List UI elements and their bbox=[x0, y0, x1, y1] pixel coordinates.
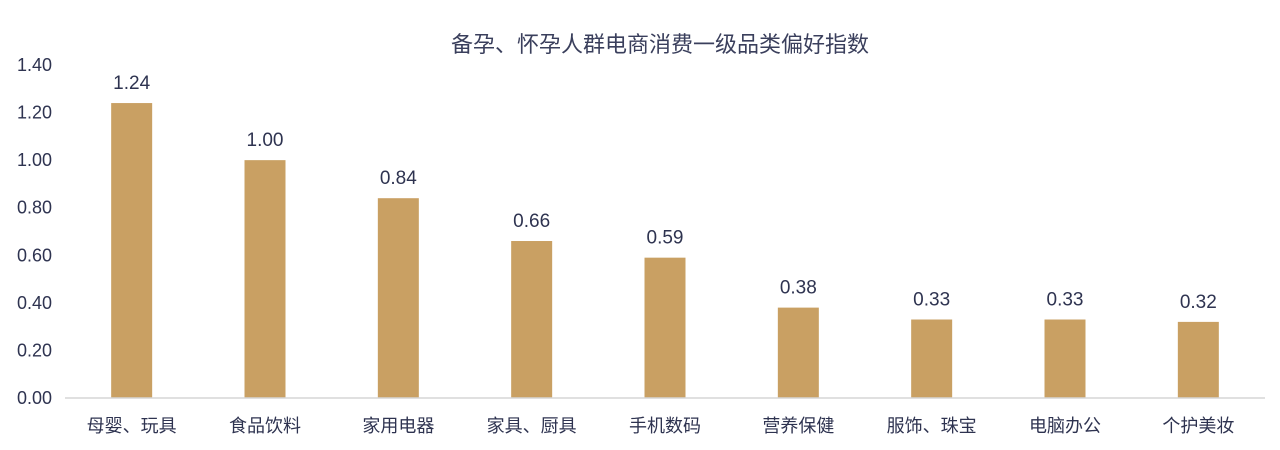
x-tick-label: 手机数码 bbox=[629, 416, 701, 437]
data-label: 0.33 bbox=[913, 290, 950, 311]
x-tick-label: 电脑办公 bbox=[1029, 416, 1101, 437]
y-tick-label: 1.00 bbox=[17, 150, 52, 170]
y-tick-label: 0.40 bbox=[17, 293, 52, 313]
x-tick-label: 家用电器 bbox=[362, 416, 434, 437]
bars-group bbox=[111, 103, 1219, 399]
data-label: 0.59 bbox=[647, 228, 684, 249]
x-tick-label: 母婴、玩具 bbox=[87, 416, 177, 437]
data-label: 0.84 bbox=[380, 168, 417, 189]
data-label: 1.24 bbox=[113, 73, 150, 94]
chart-title: 备孕、怀孕人群电商消费一级品类偏好指数 bbox=[451, 33, 869, 58]
x-tick-label: 家具、厨具 bbox=[487, 416, 577, 437]
y-tick-label: 1.20 bbox=[17, 103, 52, 123]
y-axis: 0.00 0.20 0.40 0.60 0.80 1.00 1.20 1.40 bbox=[17, 55, 52, 408]
bar bbox=[644, 257, 686, 398]
y-tick-label: 0.60 bbox=[17, 245, 52, 265]
data-label: 1.00 bbox=[247, 130, 284, 151]
bar bbox=[377, 198, 419, 398]
data-label: 0.38 bbox=[780, 278, 817, 299]
y-tick-label: 0.00 bbox=[17, 388, 52, 408]
data-label: 0.66 bbox=[513, 211, 550, 232]
bar bbox=[511, 241, 553, 398]
bar bbox=[1177, 321, 1219, 398]
x-tick-label: 食品饮料 bbox=[229, 416, 301, 437]
y-tick-label: 1.40 bbox=[17, 55, 52, 75]
bar bbox=[777, 307, 819, 398]
bar bbox=[244, 160, 286, 398]
bar bbox=[111, 103, 153, 399]
bar bbox=[1044, 319, 1086, 398]
x-tick-label: 营养保健 bbox=[762, 416, 834, 437]
x-tick-label: 个护美妆 bbox=[1162, 416, 1234, 437]
x-tick-label: 服饰、珠宝 bbox=[887, 416, 977, 437]
x-axis: 母婴、玩具 食品饮料 家用电器 家具、厨具 手机数码 营养保健 服饰、珠宝 电脑办公 个护美妆 bbox=[65, 397, 1265, 437]
bar bbox=[911, 319, 953, 398]
data-label: 0.32 bbox=[1180, 292, 1217, 313]
data-labels-group: 1.24 1.00 0.84 0.66 0.59 0.38 0.33 0.33 0.32 bbox=[113, 73, 1217, 313]
data-label: 0.33 bbox=[1047, 290, 1084, 311]
y-tick-label: 0.20 bbox=[17, 340, 52, 360]
y-tick-label: 0.80 bbox=[17, 198, 52, 218]
